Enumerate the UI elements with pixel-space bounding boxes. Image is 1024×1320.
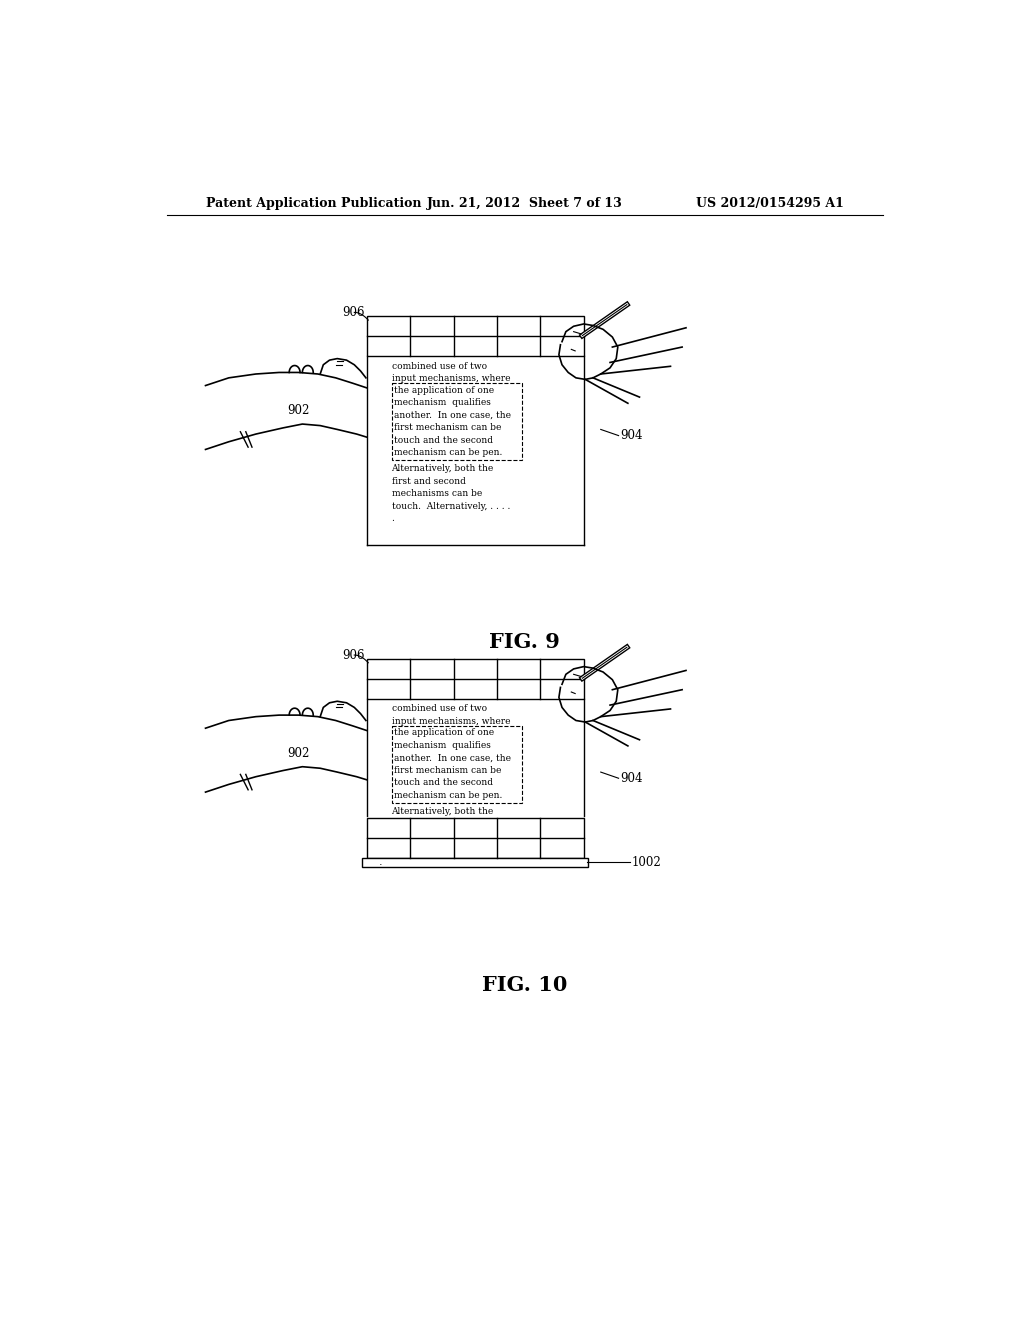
Text: the application of one
mechanism  qualifies
another.  In one case, the
first mec: the application of one mechanism qualifi… xyxy=(394,729,511,800)
Bar xyxy=(367,817,584,858)
Bar xyxy=(367,317,584,356)
Text: 906: 906 xyxy=(343,648,366,661)
Text: 904: 904 xyxy=(621,429,643,442)
Bar xyxy=(367,659,584,700)
Text: the application of one
mechanism  qualifies
another.  In one case, the
first mec: the application of one mechanism qualifi… xyxy=(394,385,511,457)
Text: Jun. 21, 2012  Sheet 7 of 13: Jun. 21, 2012 Sheet 7 of 13 xyxy=(427,197,623,210)
Text: US 2012/0154295 A1: US 2012/0154295 A1 xyxy=(696,197,844,210)
Text: FIG. 9: FIG. 9 xyxy=(489,632,560,652)
Text: 1002: 1002 xyxy=(632,855,662,869)
Text: Alternatively, both the: Alternatively, both the xyxy=(391,807,494,816)
Text: combined use of two
input mechanisms, where: combined use of two input mechanisms, wh… xyxy=(391,705,510,726)
Bar xyxy=(391,383,521,461)
Text: Patent Application Publication: Patent Application Publication xyxy=(206,197,421,210)
Text: Alternatively, both the
first and second
mechanisms can be
touch.  Alternatively: Alternatively, both the first and second… xyxy=(391,465,510,523)
Bar xyxy=(391,726,521,803)
Text: combined use of two
input mechanisms, where: combined use of two input mechanisms, wh… xyxy=(391,362,510,383)
Text: 902: 902 xyxy=(287,404,309,417)
Text: 906: 906 xyxy=(343,306,366,319)
Bar xyxy=(362,858,589,867)
Text: FIG. 10: FIG. 10 xyxy=(482,974,567,994)
Text: 902: 902 xyxy=(287,747,309,760)
Text: 904: 904 xyxy=(621,772,643,785)
Text: .: . xyxy=(378,857,382,867)
